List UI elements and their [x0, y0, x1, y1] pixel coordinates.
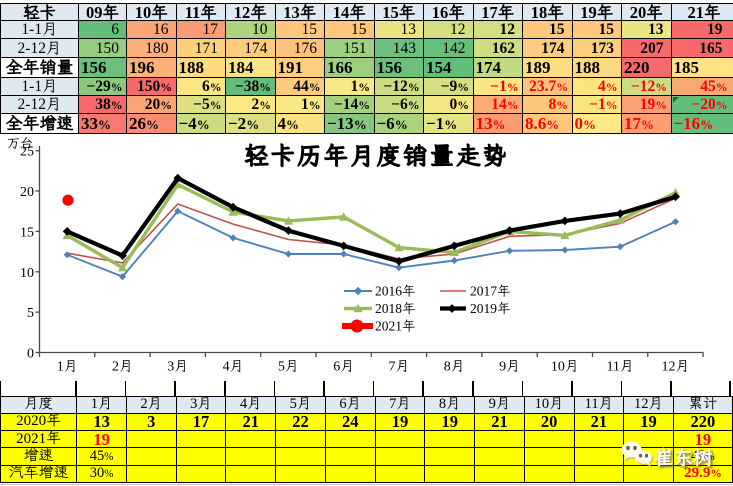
svg-text:4月: 4月: [223, 360, 244, 375]
svg-text:2017年: 2017年: [470, 284, 511, 299]
svg-text:2018年: 2018年: [375, 301, 416, 316]
svg-text:5: 5: [27, 306, 34, 321]
svg-text:0: 0: [27, 347, 34, 362]
svg-text:3月: 3月: [167, 360, 188, 375]
svg-text:2月: 2月: [112, 360, 133, 375]
svg-text:万台: 万台: [7, 136, 33, 151]
svg-text:5月: 5月: [278, 360, 299, 375]
svg-text:25: 25: [20, 145, 34, 160]
svg-text:8月: 8月: [444, 360, 465, 375]
svg-text:7月: 7月: [389, 360, 410, 375]
svg-text:1月: 1月: [57, 360, 78, 375]
svg-text:10: 10: [20, 266, 34, 281]
svg-text:2016年: 2016年: [375, 284, 416, 299]
svg-text:2021年: 2021年: [375, 319, 416, 334]
svg-text:20: 20: [20, 185, 34, 200]
svg-text:9月: 9月: [499, 360, 520, 375]
svg-text:11月: 11月: [606, 360, 633, 375]
svg-text:轻卡历年月度销量走势: 轻卡历年月度销量走势: [244, 143, 509, 170]
svg-text:2019年: 2019年: [470, 301, 511, 316]
svg-text:6月: 6月: [333, 360, 354, 375]
svg-text:15: 15: [20, 225, 34, 240]
svg-text:10月: 10月: [551, 360, 579, 375]
svg-text:12月: 12月: [662, 360, 690, 375]
